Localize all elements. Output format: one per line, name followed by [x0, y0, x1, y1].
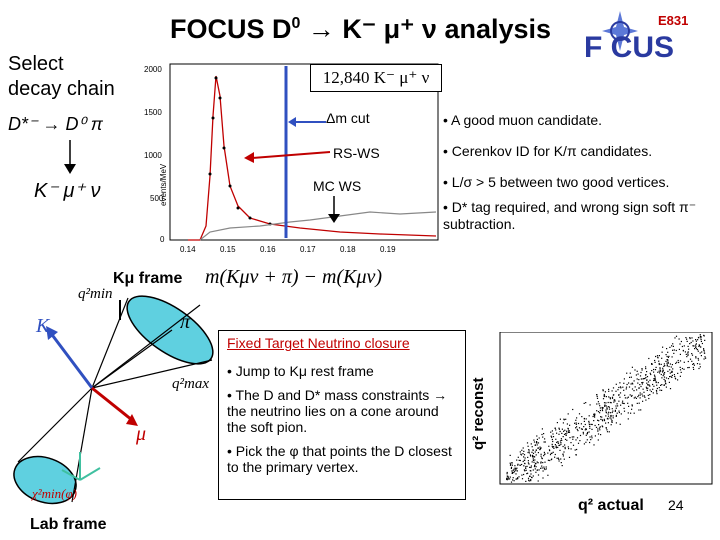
logo-e831-text: E831: [658, 13, 688, 28]
focus-logo: F CUS E831: [580, 5, 695, 67]
inset-count-label: 12,840 K⁻ μ⁺ ν: [310, 64, 442, 92]
bullet-dstar: • D* tag required, and wrong sign soft π…: [443, 199, 697, 232]
y-tick-1000: 1000: [144, 151, 162, 160]
x-tick-0.16: 0.16: [260, 245, 276, 254]
y-tick-0: 0: [160, 235, 165, 244]
bullet-cerenkov: • Cerenkov ID for K/π candidates.: [443, 143, 653, 159]
delta-m-histogram: 2000 1500 1000 500 0 events/MeV 0.14 0.1…: [144, 63, 439, 254]
x-tick-0.17: 0.17: [300, 245, 316, 254]
decay-bottom: K⁻ μ⁺ ν: [34, 180, 101, 202]
x-tick-0.15: 0.15: [220, 245, 236, 254]
logo-focus-text: F CUS: [584, 31, 674, 64]
down-arrow-icon: [64, 140, 76, 174]
mu-vector: [91, 386, 133, 422]
x-tick-0.19: 0.19: [380, 245, 396, 254]
k-label: K: [35, 315, 51, 337]
plot-ylabel: events/MeV: [159, 163, 168, 206]
rs-ws-label: RS-WS: [333, 145, 380, 161]
closure-item-2: • The D and D* mass constraints → the ne…: [227, 387, 448, 435]
y-tick-1500: 1500: [144, 108, 162, 117]
cone-diagram: q²min K π q²max μ χ²min(φ): [13, 286, 214, 505]
x-tick-0.14: 0.14: [180, 245, 196, 254]
q2max-label: q²max: [172, 376, 209, 392]
mc-ws-label: MC WS: [313, 178, 362, 194]
decay-top: D*⁻ → D⁰ π: [8, 114, 103, 134]
q2-scatter-plot: [499, 332, 713, 485]
rs-ws-arrow-icon: [244, 151, 331, 163]
chi2-label: χ²min(φ): [30, 486, 77, 501]
page-number: 24: [668, 497, 684, 513]
k-mu-frame-label: Kμ frame: [113, 270, 183, 287]
slide-title: FOCUS D0 → K⁻ μ⁺ ν analysis: [170, 14, 552, 44]
y-tick-500: 500: [150, 194, 164, 203]
lab-frame-label: Lab frame: [30, 516, 107, 533]
dm-cut-arrow-icon: [288, 117, 326, 127]
dm-cut-label: Δm cut: [326, 110, 370, 126]
k-vector: [48, 331, 94, 389]
closure-header: Fixed Target Neutrino closure: [227, 335, 410, 351]
bullet-muon: • A good muon candidate.: [443, 112, 603, 128]
closure-item-1: • Jump to Kμ rest frame: [227, 363, 374, 379]
q2min-label: q²min: [78, 286, 113, 302]
mu-label: μ: [135, 423, 146, 445]
selection-bullets: • A good muon candidate. • Cerenkov ID f…: [443, 112, 713, 243]
delta-m-formula: m(Kμν + π) − m(Kμν): [205, 266, 383, 288]
scatter-xlabel: q² actual: [578, 497, 644, 514]
closure-item-3: • Pick the φ that points the D closest t…: [227, 443, 452, 475]
y-tick-2000: 2000: [144, 65, 162, 74]
x-tick-0.18: 0.18: [340, 245, 356, 254]
pi-label: π: [180, 311, 191, 333]
scatter-ylabel: q² reconst: [470, 377, 487, 450]
logo-star-icon: [602, 11, 638, 51]
closure-box: Fixed Target Neutrino closure • Jump to …: [218, 330, 466, 500]
mc-ws-arrow-icon: [328, 196, 340, 223]
bullet-vertex: • L/σ > 5 between two good vertices.: [443, 174, 670, 190]
select-decay-text: Select decay chain: [8, 53, 115, 100]
